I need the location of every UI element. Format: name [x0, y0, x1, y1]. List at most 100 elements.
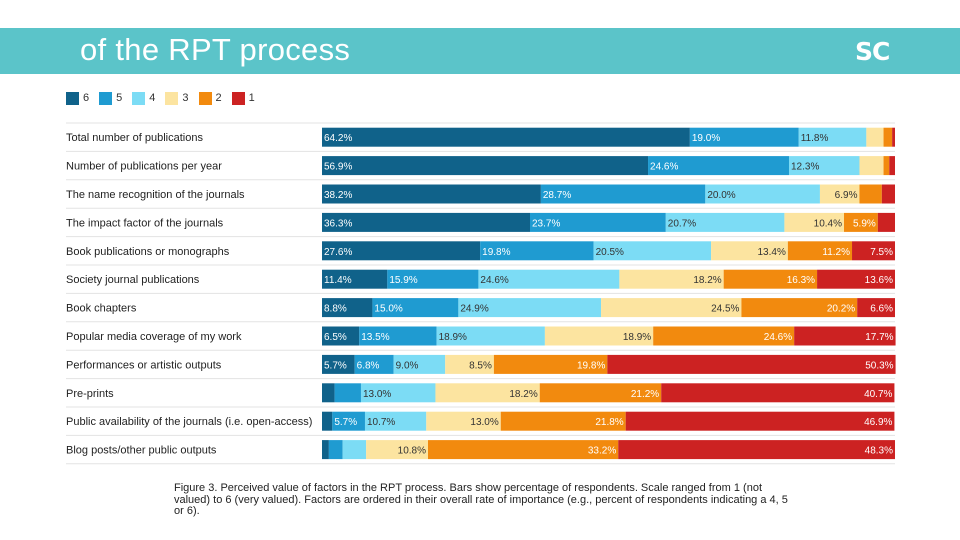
data-label: 6.6% — [870, 304, 893, 315]
bar-segment-4 — [436, 326, 545, 346]
bar-segment-3 — [544, 326, 654, 346]
data-label: 19.8% — [482, 247, 510, 258]
bar-segment-5 — [354, 354, 394, 374]
bar-segment-4 — [458, 298, 602, 318]
data-label: 24.6% — [480, 275, 508, 286]
legend-swatch-5 — [99, 91, 113, 105]
data-label: 28.7% — [543, 190, 571, 201]
bar-segment-3 — [435, 383, 540, 403]
data-label: 64.2% — [324, 133, 352, 144]
slide-header: of the RPT process SC — [0, 28, 960, 74]
bar-segment-5 — [689, 127, 799, 147]
category-label: Pre-prints — [66, 388, 114, 400]
bar-segment-1 — [852, 241, 895, 261]
legend-item-3: 3 — [165, 91, 189, 105]
bar-segment-4 — [342, 440, 367, 460]
data-label: 24.6% — [650, 162, 678, 173]
data-label: 17.7% — [865, 332, 893, 343]
data-label: 33.2% — [588, 446, 616, 457]
data-label: 24.5% — [711, 304, 739, 315]
bar-segment-3 — [819, 184, 860, 204]
bar-segment-3 — [711, 241, 788, 261]
data-label: 19.8% — [577, 360, 605, 371]
sc-logo-icon: SC — [855, 37, 890, 66]
bar-segment-3 — [859, 156, 884, 176]
category-label: Book chapters — [66, 303, 137, 315]
bar-segment-2 — [500, 411, 626, 431]
data-label: 38.2% — [324, 190, 352, 201]
data-label: 19.0% — [692, 133, 720, 144]
data-label: 8.5% — [469, 360, 492, 371]
category-label: The impact factor of the journals — [66, 217, 224, 229]
data-label: 13.4% — [757, 247, 785, 258]
bar-segment-1 — [607, 354, 896, 374]
bar-segment-2 — [859, 184, 882, 204]
bar-segment-1 — [817, 269, 895, 289]
category-label: Total number of publications — [66, 132, 203, 144]
data-label: 5.7% — [324, 360, 347, 371]
chart-legend: 6 5 4 3 2 1 — [66, 91, 265, 105]
data-label: 8.8% — [324, 304, 347, 315]
data-label: 13.6% — [865, 275, 893, 286]
bar-segment-4 — [788, 156, 860, 176]
bar-segment-6 — [322, 326, 360, 346]
data-label: 20.2% — [827, 304, 855, 315]
data-label: 11.4% — [324, 275, 352, 286]
bar-segment-3 — [619, 269, 724, 289]
data-label: 50.3% — [865, 360, 893, 371]
bar-segment-6 — [322, 383, 335, 403]
bar-segment-5 — [332, 411, 365, 431]
data-label: 20.5% — [596, 247, 624, 258]
data-label: 5.9% — [853, 218, 876, 229]
bar-segment-6 — [322, 212, 530, 232]
bar-segment-5 — [359, 326, 437, 346]
bar-segment-6 — [322, 411, 333, 431]
legend-item-6: 6 — [66, 91, 89, 105]
bar-segment-1 — [625, 411, 895, 431]
data-label: 10.8% — [398, 446, 426, 457]
legend-swatch-4 — [132, 91, 146, 105]
data-label: 12.3% — [791, 162, 819, 173]
bar-segment-2 — [493, 354, 608, 374]
bar-segment-2 — [723, 269, 818, 289]
data-label: 13.5% — [361, 332, 389, 343]
bar-segment-6 — [322, 440, 329, 460]
data-label: 11.2% — [822, 247, 850, 258]
legend-label-4: 4 — [149, 92, 156, 104]
data-label: 48.3% — [865, 446, 893, 457]
legend-item-5: 5 — [99, 91, 122, 105]
bar-segment-1 — [857, 298, 895, 318]
category-label: Popular media coverage of my work — [66, 331, 242, 343]
bar-segment-1 — [881, 184, 895, 204]
category-label: The name recognition of the journals — [66, 189, 245, 201]
bar-segment-5 — [372, 298, 459, 318]
bar-segment-1 — [661, 383, 895, 403]
data-label: 40.7% — [864, 389, 892, 400]
data-label: 18.9% — [623, 332, 651, 343]
bar-segment-1 — [877, 212, 895, 232]
data-label: 23.7% — [532, 218, 560, 229]
data-label: 7.5% — [870, 247, 893, 258]
category-label: Society journal publications — [66, 274, 200, 286]
bar-segment-2 — [428, 440, 619, 460]
data-label: 6.9% — [835, 190, 858, 201]
bar-segment-3 — [366, 440, 429, 460]
data-label: 10.4% — [814, 218, 842, 229]
bar-segment-4 — [393, 354, 446, 374]
data-label: 5.7% — [334, 417, 357, 428]
bar-segment-4 — [593, 241, 712, 261]
data-label: 18.2% — [509, 389, 537, 400]
bar-segment-4 — [665, 212, 785, 232]
legend-swatch-3 — [165, 91, 179, 105]
bar-segment-4 — [478, 269, 620, 289]
bar-segment-6 — [322, 127, 690, 147]
category-label: Number of publications per year — [66, 161, 222, 173]
data-label: 56.9% — [324, 162, 352, 173]
data-label: 24.9% — [460, 304, 488, 315]
data-label: 6.5% — [324, 332, 347, 343]
bar-segment-2 — [883, 127, 893, 147]
bar-segment-3 — [784, 212, 845, 232]
data-label: 13.0% — [363, 389, 391, 400]
data-label: 20.7% — [668, 218, 696, 229]
legend-label-2: 2 — [215, 92, 222, 104]
